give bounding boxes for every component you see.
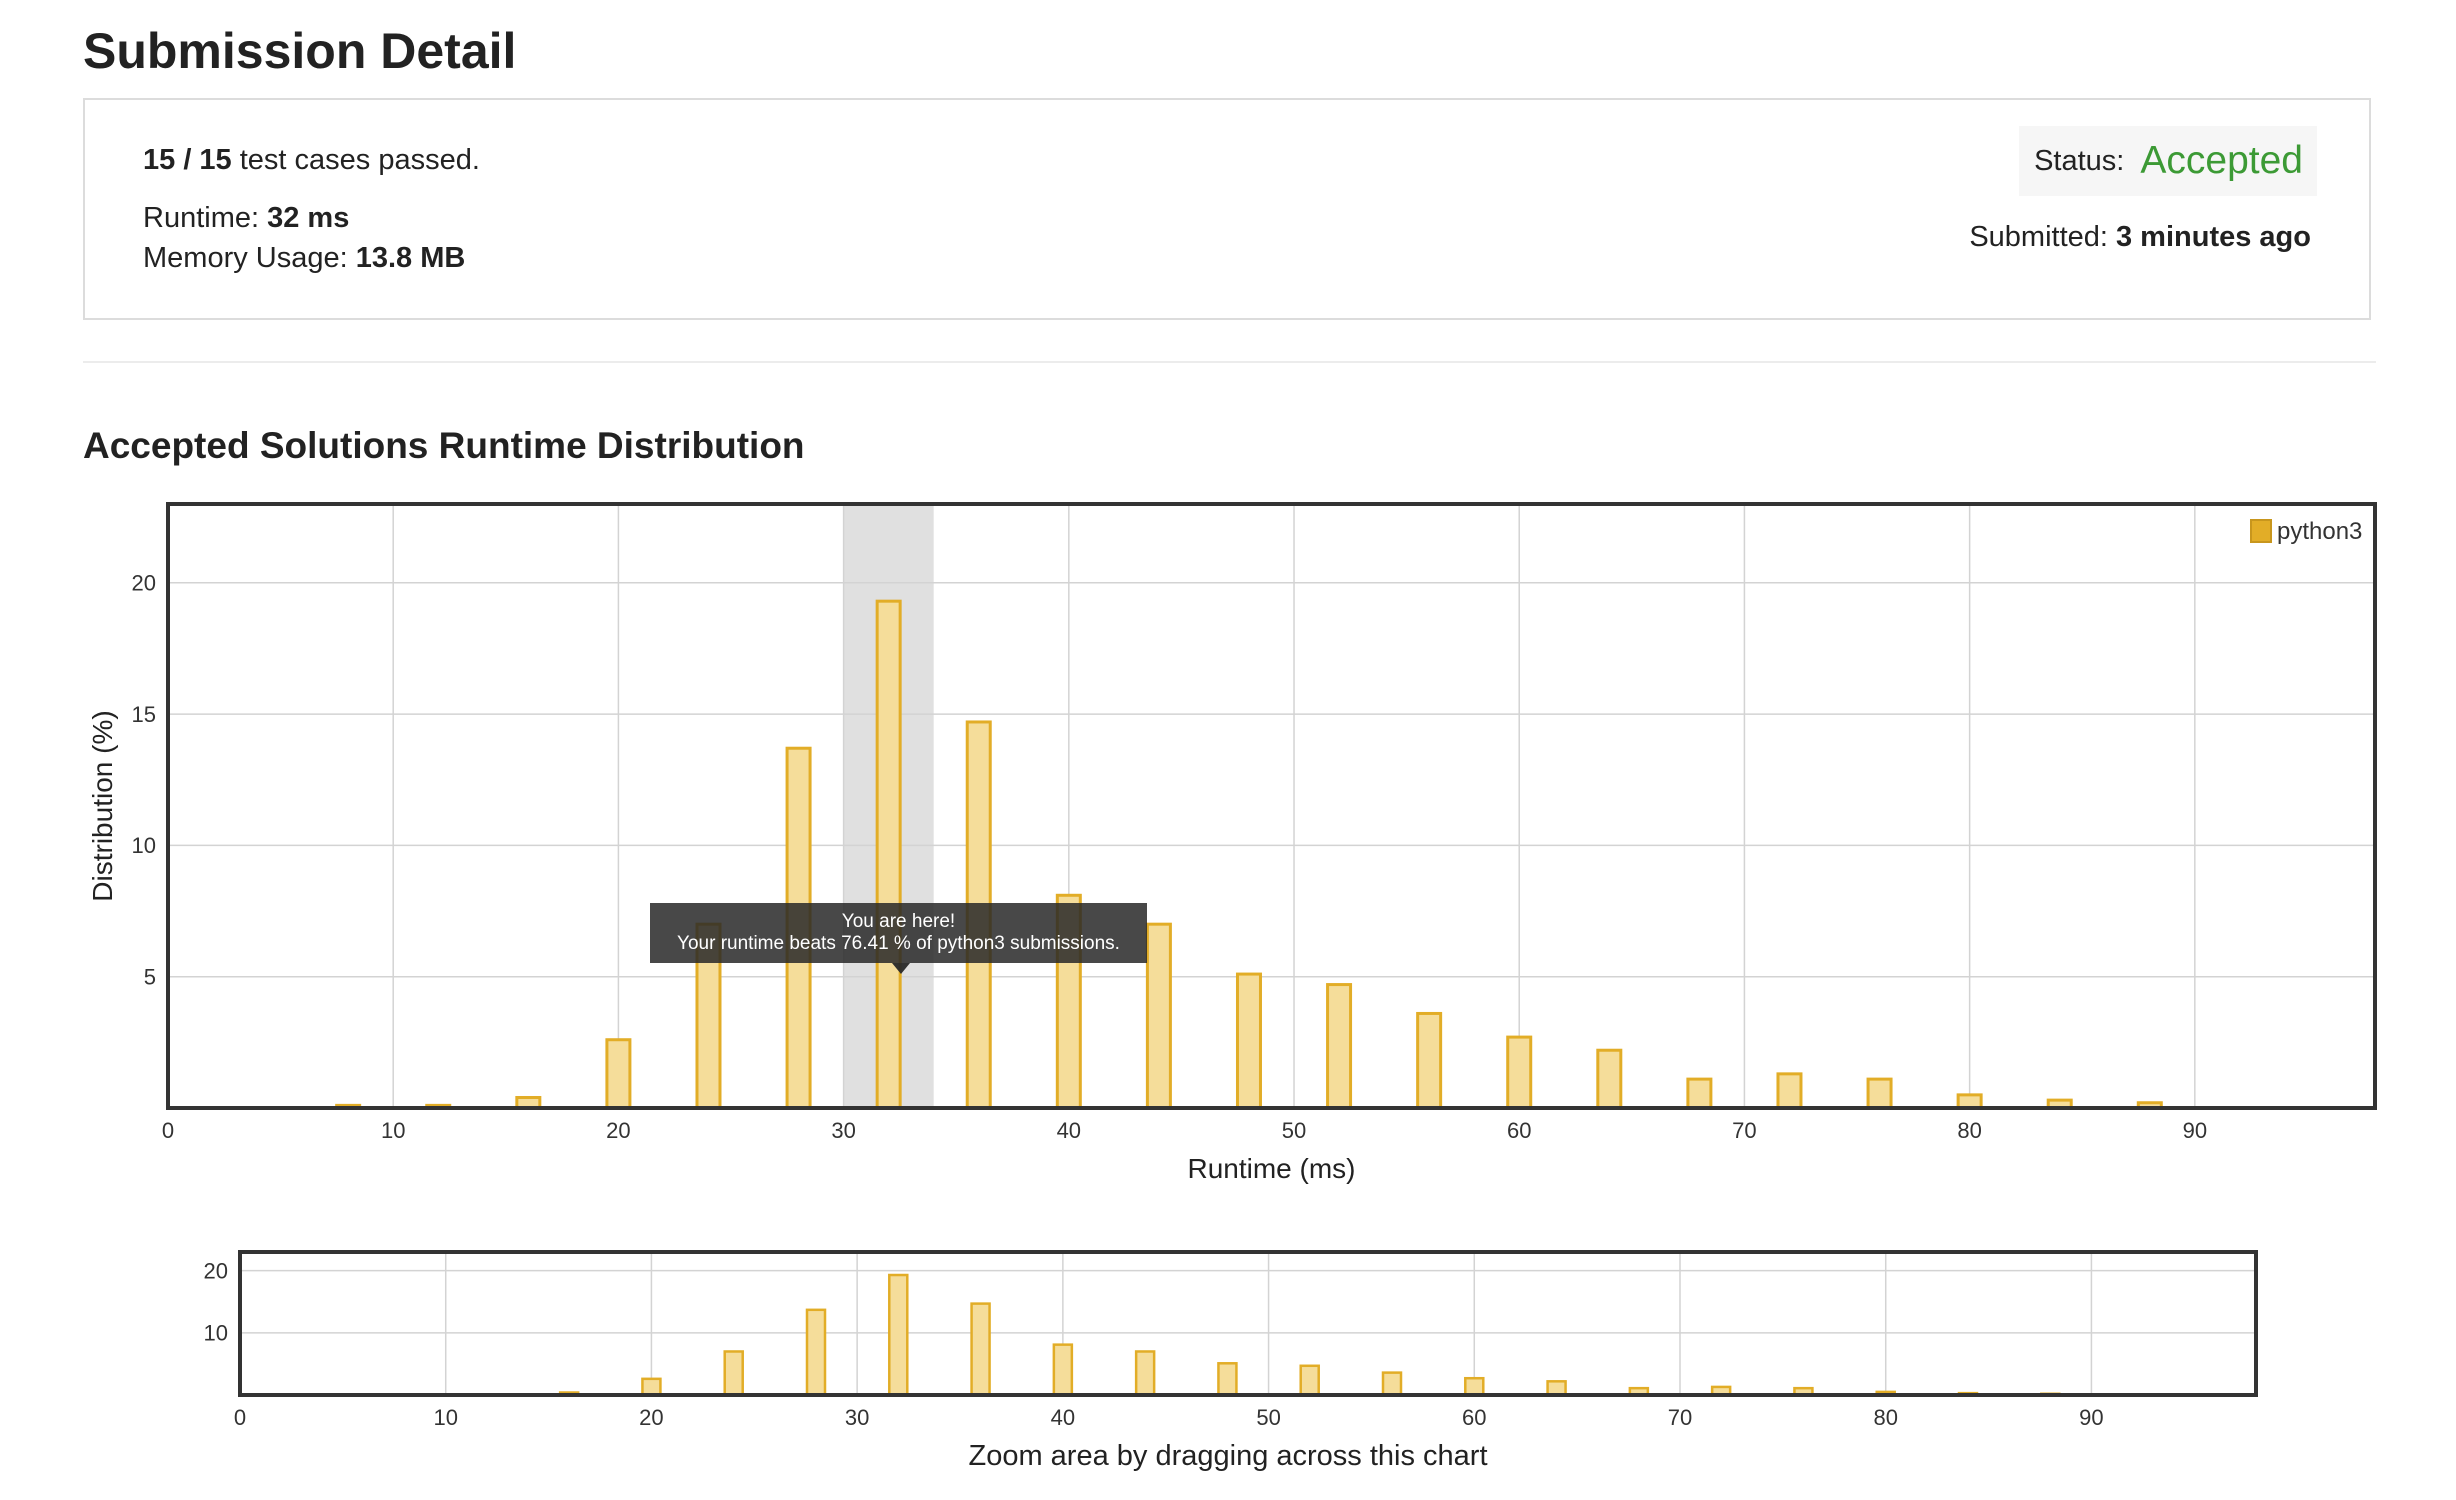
bar-44ms [1145, 922, 1172, 1110]
x-tick-label: 70 [1668, 1405, 1692, 1430]
bar-60ms [1464, 1376, 1485, 1397]
section-title: Accepted Solutions Runtime Distribution [83, 425, 805, 466]
bar-32ms [888, 1273, 909, 1397]
zoom-caption: Zoom area by dragging across this chart [968, 1440, 1487, 1472]
y-tick-label: 20 [132, 570, 156, 595]
bar-68ms [1686, 1077, 1713, 1110]
x-tick-label: 30 [845, 1405, 869, 1430]
bar-20ms [605, 1038, 632, 1110]
status-label: Status: [2034, 144, 2133, 177]
submitted-label: Submitted: [1969, 221, 2116, 253]
bar-64ms [1596, 1048, 1623, 1110]
runtime-value: 32 ms [267, 202, 350, 234]
x-tick-label: 20 [606, 1118, 630, 1143]
bar-72ms [1776, 1072, 1803, 1110]
bar-60ms [1506, 1035, 1533, 1110]
submission-summary-panel: 15 / 15 test cases passed. Runtime: 32 m… [83, 98, 2371, 320]
submitted-line: Submitted: 3 minutes ago [1969, 221, 2311, 254]
x-tick-label: 90 [2183, 1118, 2207, 1143]
x-tick-label: 60 [1507, 1118, 1531, 1143]
y-tick-label: 10 [132, 833, 156, 858]
bar-44ms [1134, 1350, 1156, 1397]
x-tick-label: 20 [639, 1405, 663, 1430]
plot-frame [166, 502, 2377, 1110]
x-tick-label: 30 [831, 1118, 855, 1143]
x-tick-label: 40 [1051, 1405, 1075, 1430]
runtime-distribution-chart[interactable]: 0 10 20 30 40 50 60 70 80 90 5 10 15 20 Runtime (ms) Di… [0, 480, 2456, 1210]
bar-28ms [805, 1308, 827, 1397]
x-tick-label: 10 [381, 1118, 405, 1143]
x-tick-label: 50 [1282, 1118, 1306, 1143]
bar-56ms [1416, 1011, 1443, 1110]
x-tick-label: 70 [1732, 1118, 1756, 1143]
bar-56ms [1381, 1371, 1403, 1397]
legend-label-python3: python3 [2277, 518, 2362, 545]
x-tick-label: 50 [1256, 1405, 1280, 1430]
submitted-value: 3 minutes ago [2116, 221, 2311, 253]
runtime-line: Runtime: 32 ms [143, 202, 349, 235]
x-tick-label: 0 [234, 1405, 246, 1430]
bar-48ms [1235, 972, 1262, 1110]
bar-76ms [1866, 1077, 1893, 1110]
x-tick-label: 60 [1462, 1405, 1486, 1430]
page-title: Submission Detail [83, 23, 517, 79]
memory-value: 13.8 MB [355, 242, 466, 274]
memory-label: Memory Usage: [143, 242, 356, 274]
y-tick-label: 5 [144, 964, 156, 989]
bar-20ms [641, 1377, 662, 1397]
x-tick-label: 10 [433, 1405, 457, 1430]
x-tick-label: 80 [1873, 1405, 1897, 1430]
memory-line: Memory Usage: 13.8 MB [143, 242, 465, 275]
x-tick-label: 40 [1057, 1118, 1081, 1143]
x-tick-label: 80 [1957, 1118, 1981, 1143]
test-cases-line: 15 / 15 test cases passed. [143, 144, 480, 177]
bar-52ms [1326, 983, 1353, 1110]
tooltip-message: Your runtime beats 76.41 % of python3 su… [677, 933, 1120, 954]
bar-48ms [1217, 1362, 1238, 1397]
bar-24ms [723, 1350, 744, 1397]
zoom-navigator-chart[interactable]: 0 10 20 30 40 50 60 70 80 90 10 20 Zoom area by drag… [0, 1225, 2456, 1500]
bar-40ms [1052, 1343, 1074, 1397]
bar-64ms [1546, 1380, 1567, 1397]
tooltip-arrow-icon [892, 963, 910, 974]
y-tick-label: 15 [132, 702, 156, 727]
status-value[interactable]: Accepted [2140, 139, 2303, 182]
runtime-label: Runtime: [143, 202, 268, 234]
tooltip-title: You are here! [841, 911, 956, 932]
test-cases-suffix: test cases passed. [231, 144, 480, 176]
test-cases-count: 15 / 15 [143, 144, 232, 176]
y-tick-label: 20 [204, 1258, 228, 1283]
x-tick-label: 90 [2079, 1405, 2103, 1430]
plot-frame [238, 1250, 2258, 1397]
x-tick-label: 0 [162, 1118, 174, 1143]
y-tick-label: 10 [204, 1321, 228, 1346]
y-axis-label: Distribution (%) [87, 710, 118, 901]
legend-swatch [2250, 519, 2272, 543]
runtime-tooltip: You are here! Your runtime beats 76.41 %… [650, 903, 1147, 974]
section-divider [83, 361, 2376, 363]
bar-52ms [1299, 1364, 1320, 1397]
bar-32ms [875, 599, 902, 1110]
x-axis-label: Runtime (ms) [1187, 1153, 1355, 1184]
bar-36ms [970, 1302, 991, 1397]
status-badge: Status: Accepted [2019, 126, 2317, 196]
